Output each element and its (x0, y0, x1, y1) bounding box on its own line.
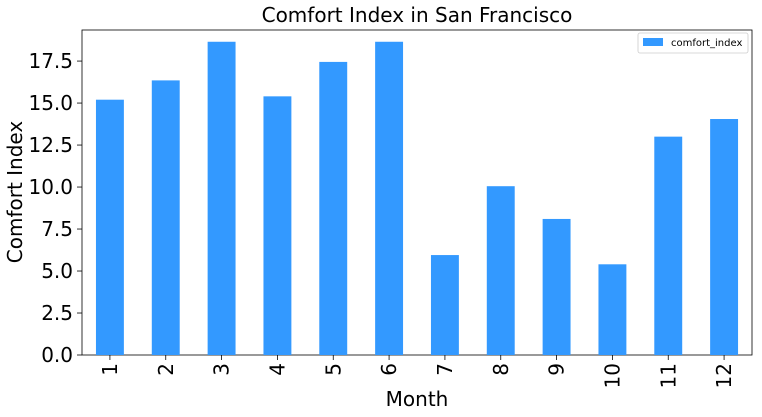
x-tick-label-3: 3 (210, 363, 234, 376)
plot-area-frame (81, 29, 753, 356)
y-tick-label: 7.5 (41, 217, 73, 241)
bar-month-3 (207, 41, 236, 355)
bar-month-4 (263, 96, 292, 355)
y-tick-label: 5.0 (41, 259, 73, 283)
bars-group (95, 41, 739, 356)
bar-month-11 (654, 136, 683, 355)
legend-swatch (643, 38, 663, 46)
x-tick-label-7: 7 (433, 363, 457, 376)
x-tick-label-10: 10 (600, 363, 624, 388)
x-tick-label-9: 9 (545, 363, 569, 376)
x-tick-label-2: 2 (154, 363, 178, 376)
legend: comfort_index (637, 32, 749, 54)
bar-month-12 (710, 119, 739, 356)
x-tick-label-5: 5 (321, 363, 345, 376)
bar-month-5 (319, 61, 348, 355)
x-tick-label-6: 6 (377, 363, 401, 376)
legend-label: comfort_index (671, 38, 742, 49)
x-tick-label-1: 1 (98, 363, 122, 376)
bar-month-9 (542, 218, 571, 355)
x-tick-label-4: 4 (265, 363, 289, 376)
x-axis: 1 2 3 4 5 6 7 8 9 10 11 12 (98, 355, 736, 388)
bar-month-1 (95, 99, 124, 355)
bar-month-10 (598, 264, 627, 355)
bar-month-6 (375, 41, 404, 355)
y-tick-label: 2.5 (41, 301, 73, 325)
y-axis: 0.0 2.5 5.0 7.5 10.0 12.5 15.0 17.5 (28, 49, 82, 367)
x-tick-label-12: 12 (712, 363, 736, 388)
y-tick-label: 0.0 (41, 343, 73, 367)
x-axis-label: Month (386, 387, 449, 411)
y-tick-label: 10.0 (28, 175, 73, 199)
bar-month-7 (430, 255, 459, 355)
x-tick-label-8: 8 (489, 363, 513, 376)
legend-box (637, 32, 749, 54)
y-tick-label: 12.5 (28, 133, 73, 157)
y-tick-label: 15.0 (28, 91, 73, 115)
x-tick-label-11: 11 (656, 363, 680, 388)
chart-title: Comfort Index in San Francisco (262, 3, 573, 27)
y-axis-label: Comfort Index (3, 121, 27, 264)
bar-month-2 (151, 80, 180, 355)
y-tick-label: 17.5 (28, 49, 73, 73)
bar-month-8 (486, 186, 515, 355)
